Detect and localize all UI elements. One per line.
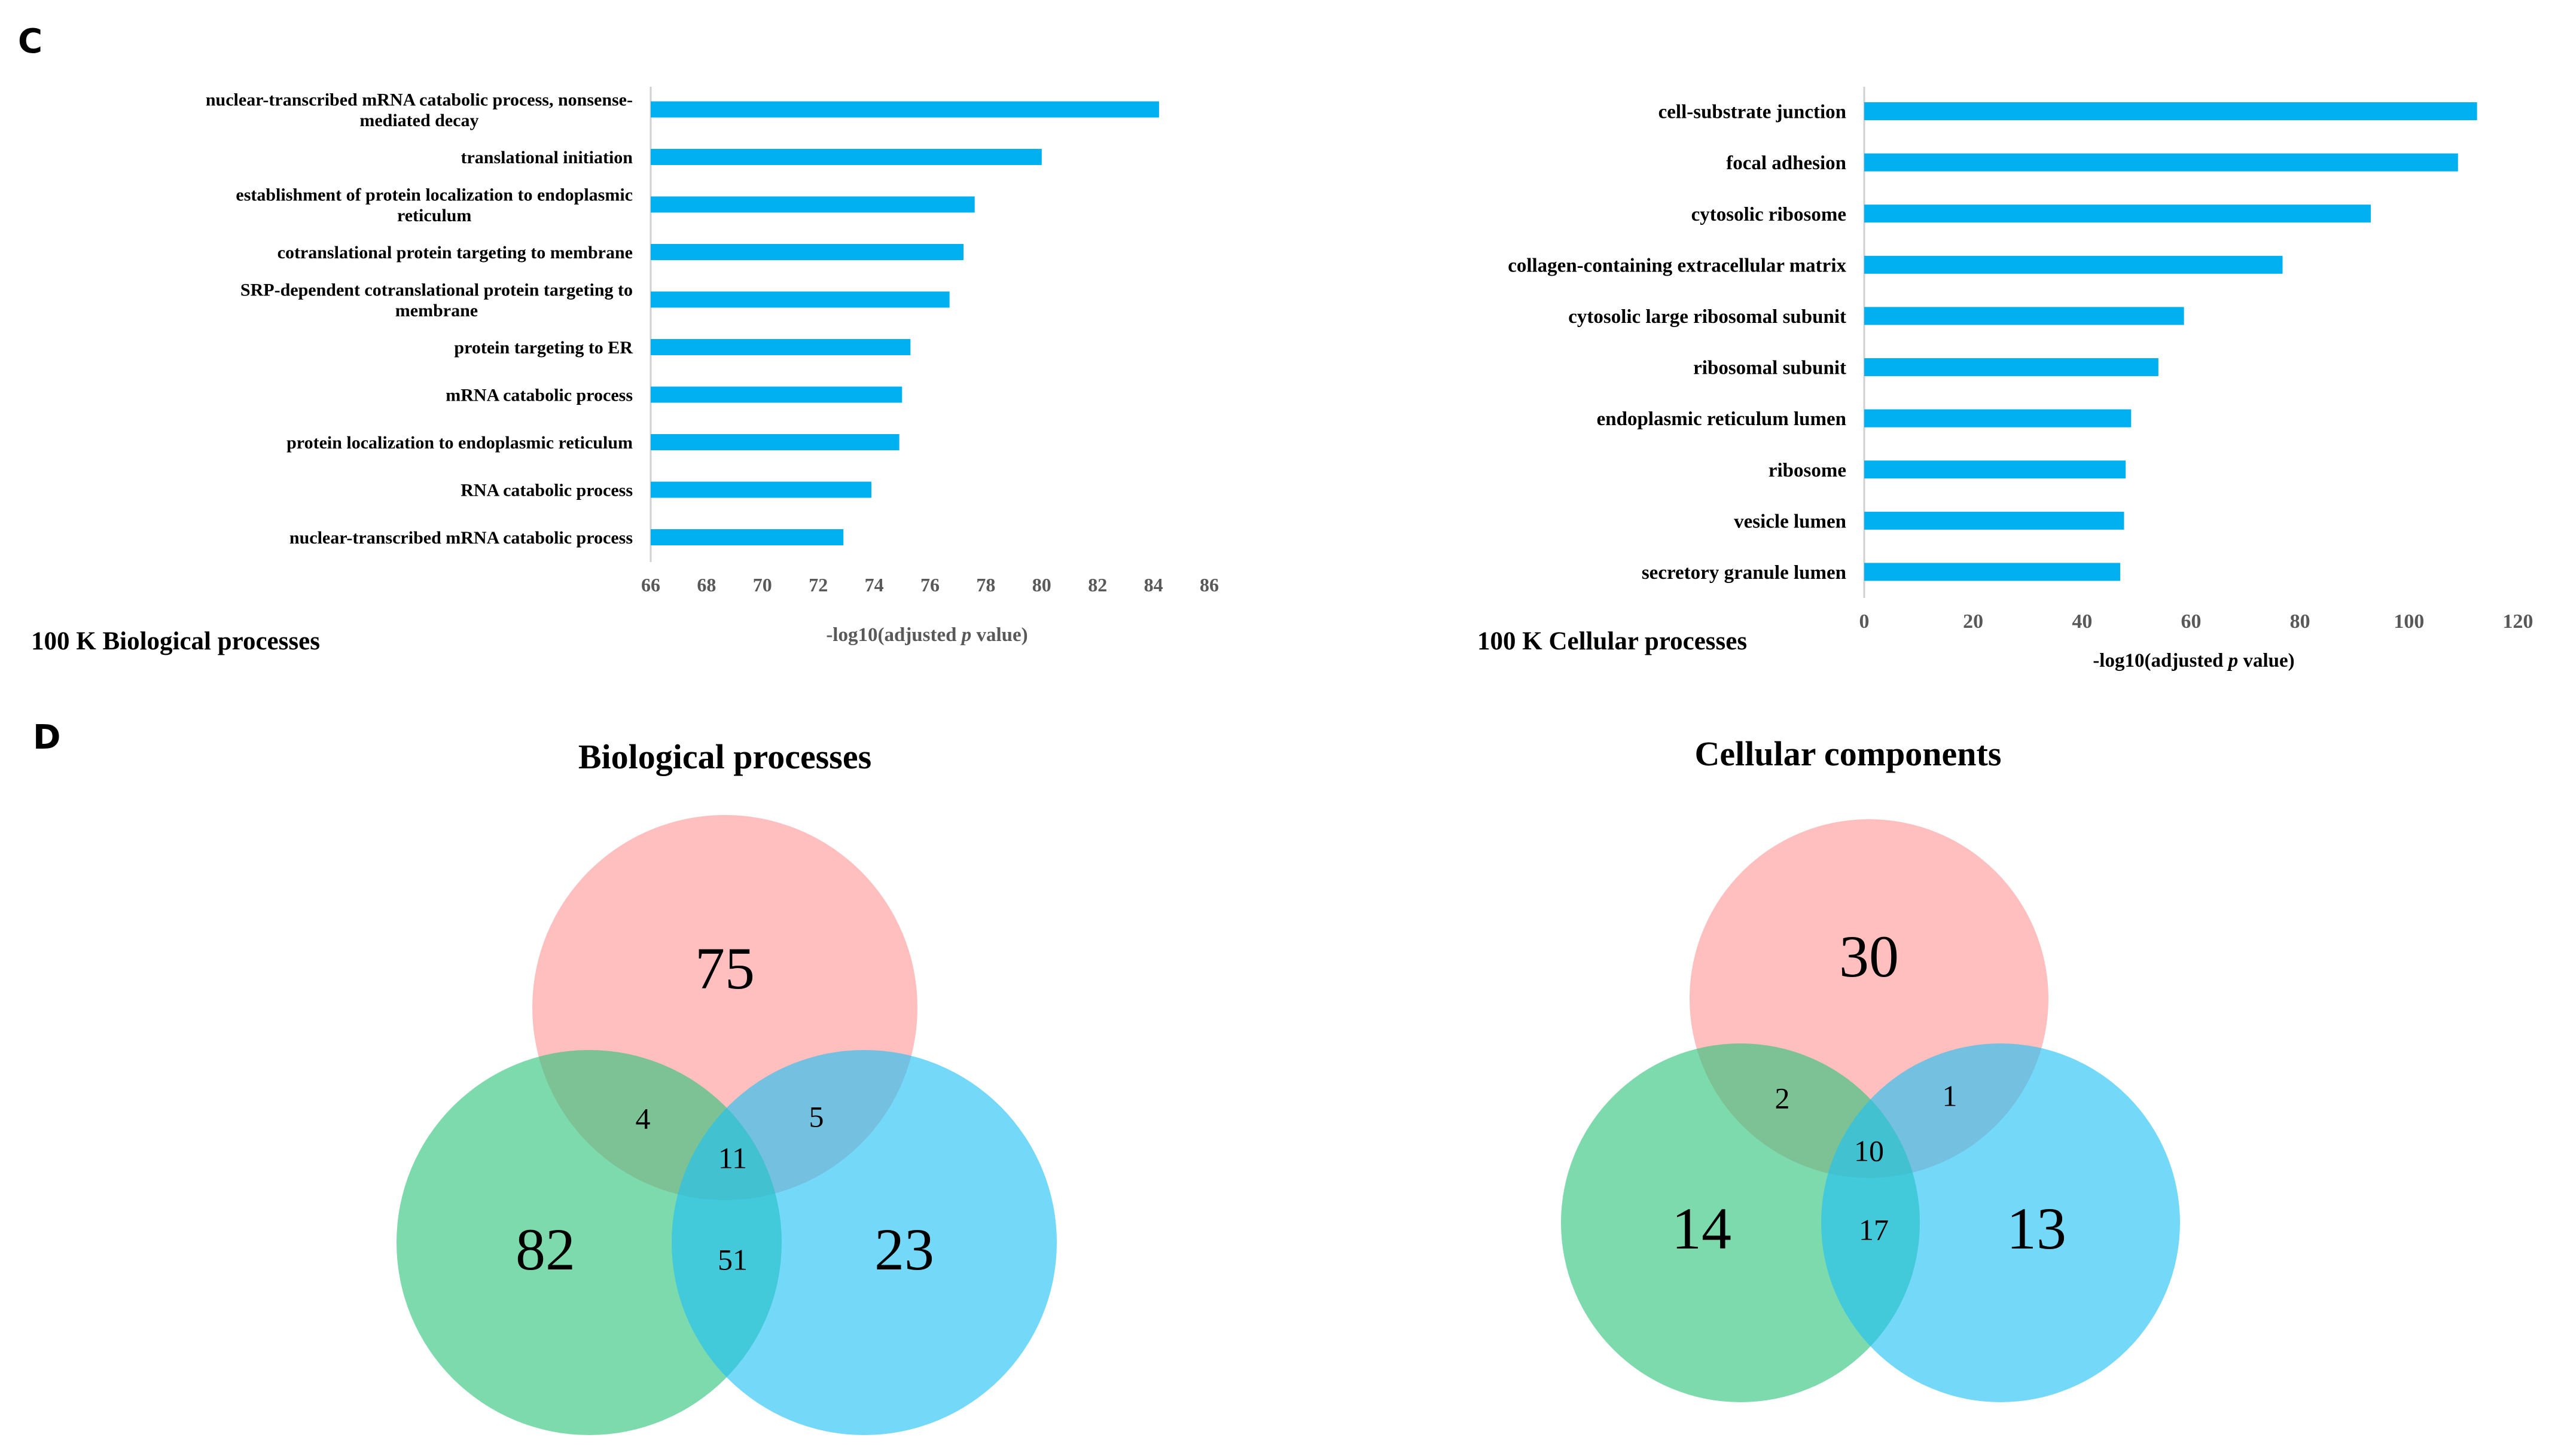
chart-title-biological: 100 K Biological processes xyxy=(31,627,320,655)
bar-biological-4 xyxy=(651,291,950,308)
bar-biological-7 xyxy=(651,434,900,450)
venn-count-left-right: 51 xyxy=(718,1243,748,1276)
category-label: ribosome xyxy=(1769,460,1846,481)
category-label: vesicle lumen xyxy=(1734,511,1846,532)
bar-biological-3 xyxy=(651,244,964,260)
venn-count-left-right: 17 xyxy=(1859,1213,1889,1246)
bar-biological-1 xyxy=(651,149,1042,165)
x-tick-label: 20 xyxy=(1963,611,1983,633)
bar-cellular-9 xyxy=(1864,563,2121,581)
bar-biological-6 xyxy=(651,386,902,403)
venn-count-left-only: 82 xyxy=(516,1216,575,1283)
venn-circle-left xyxy=(1561,1043,1920,1402)
venn-circle-left xyxy=(397,1050,782,1435)
x-tick-label: 84 xyxy=(1144,574,1163,596)
x-tick-label: 60 xyxy=(2181,611,2202,633)
x-tick-label: 86 xyxy=(1200,574,1219,596)
x-tick-label: 76 xyxy=(920,574,940,596)
x-tick-label: 100 xyxy=(2394,611,2424,633)
category-label: cell-substrate junction xyxy=(1658,102,1846,123)
category-label: nuclear-transcribed mRNA catabolic proce… xyxy=(289,528,633,548)
venn-title-biological: Biological processes xyxy=(578,737,871,776)
x-tick-label: 40 xyxy=(2072,611,2092,633)
category-label: protein targeting to ER xyxy=(454,338,633,358)
bar-cellular-0 xyxy=(1864,102,2477,120)
category-label: secretory granule lumen xyxy=(1642,562,1846,584)
category-label: RNA catabolic process xyxy=(461,481,633,500)
venn-count-center: 11 xyxy=(718,1141,747,1174)
category-label: membrane xyxy=(395,301,478,320)
category-label: collagen-containing extracellular matrix xyxy=(1508,255,1846,276)
bar-biological-9 xyxy=(651,529,844,545)
bar-chart-cellular-processes: 100 K Cellular processes -log10(adjusted… xyxy=(1477,87,2533,671)
category-label: cotranslational protein targeting to mem… xyxy=(278,243,633,262)
x-tick-label: 70 xyxy=(753,574,772,596)
category-label: SRP-dependent cotranslational protein ta… xyxy=(240,280,633,300)
venn-count-center: 10 xyxy=(1854,1134,1884,1167)
bar-cellular-4 xyxy=(1864,307,2184,325)
venn-count-top-only: 75 xyxy=(695,935,755,1002)
bar-chart-biological-processes: 100 K Biological processes -log10(adjust… xyxy=(31,87,1219,655)
x-tick-label: 66 xyxy=(641,574,660,596)
venn-count-right-only: 13 xyxy=(2007,1195,2066,1262)
bar-cellular-1 xyxy=(1864,153,2458,172)
venn-count-top-left: 2 xyxy=(1775,1081,1790,1115)
bar-cellular-2 xyxy=(1864,204,2371,223)
category-label: cytosolic large ribosomal subunit xyxy=(1568,306,1846,328)
bar-biological-8 xyxy=(651,481,871,498)
category-label: establishment of protein localization to… xyxy=(236,185,633,204)
bar-biological-2 xyxy=(651,196,975,213)
venn-count-top-only: 30 xyxy=(1839,923,1899,990)
x-tick-label: 0 xyxy=(1859,611,1870,633)
category-label: mediated decay xyxy=(359,111,478,130)
category-label: nuclear-transcribed mRNA catabolic proce… xyxy=(206,90,633,109)
bar-cellular-7 xyxy=(1864,460,2126,479)
bar-cellular-3 xyxy=(1864,255,2283,274)
panel-label-d: D xyxy=(33,718,60,757)
venn-title-cellular: Cellular components xyxy=(1695,734,2002,773)
bar-biological-0 xyxy=(651,101,1159,118)
bar-cellular-5 xyxy=(1864,358,2158,376)
x-tick-label: 78 xyxy=(976,574,995,596)
venn-count-left-only: 14 xyxy=(1672,1195,1731,1262)
x-tick-label: 120 xyxy=(2503,611,2533,633)
x-tick-label: 80 xyxy=(2290,611,2310,633)
category-label: focal adhesion xyxy=(1726,152,1846,174)
chart-title-cellular: 100 K Cellular processes xyxy=(1477,627,1747,655)
x-tick-label: 68 xyxy=(697,574,716,596)
category-label: endoplasmic reticulum lumen xyxy=(1597,408,1846,430)
venn-count-top-left: 4 xyxy=(636,1101,651,1135)
venn-cellular-components: Cellular components 30 14 13 2 1 10 17 xyxy=(1561,734,2180,1402)
chart-xlabel-cellular: -log10(adjusted p value) xyxy=(2093,650,2294,671)
venn-circle-right xyxy=(1821,1043,2180,1402)
panel-label-c: C xyxy=(18,22,42,61)
category-label: mRNA catabolic process xyxy=(446,386,633,405)
bar-biological-5 xyxy=(651,339,911,355)
category-label: translational initiation xyxy=(461,148,633,167)
category-label: ribosomal subunit xyxy=(1693,358,1846,379)
venn-count-top-right: 1 xyxy=(1943,1079,1958,1112)
x-tick-label: 72 xyxy=(809,574,828,596)
chart-xlabel-biological: -log10(adjusted p value) xyxy=(826,624,1027,646)
x-tick-label: 80 xyxy=(1032,574,1051,596)
venn-biological-processes: Biological processes 75 82 23 4 5 11 51 xyxy=(397,737,1057,1435)
x-tick-label: 74 xyxy=(865,574,884,596)
venn-count-top-right: 5 xyxy=(809,1100,824,1133)
venn-count-right-only: 23 xyxy=(874,1216,934,1283)
category-label: reticulum xyxy=(397,206,471,225)
bar-cellular-6 xyxy=(1864,409,2132,428)
x-tick-label: 82 xyxy=(1088,574,1107,596)
category-label: cytosolic ribosome xyxy=(1691,204,1846,225)
bar-cellular-8 xyxy=(1864,511,2124,530)
category-label: protein localization to endoplasmic reti… xyxy=(286,433,633,453)
venn-circle-right xyxy=(672,1050,1057,1435)
